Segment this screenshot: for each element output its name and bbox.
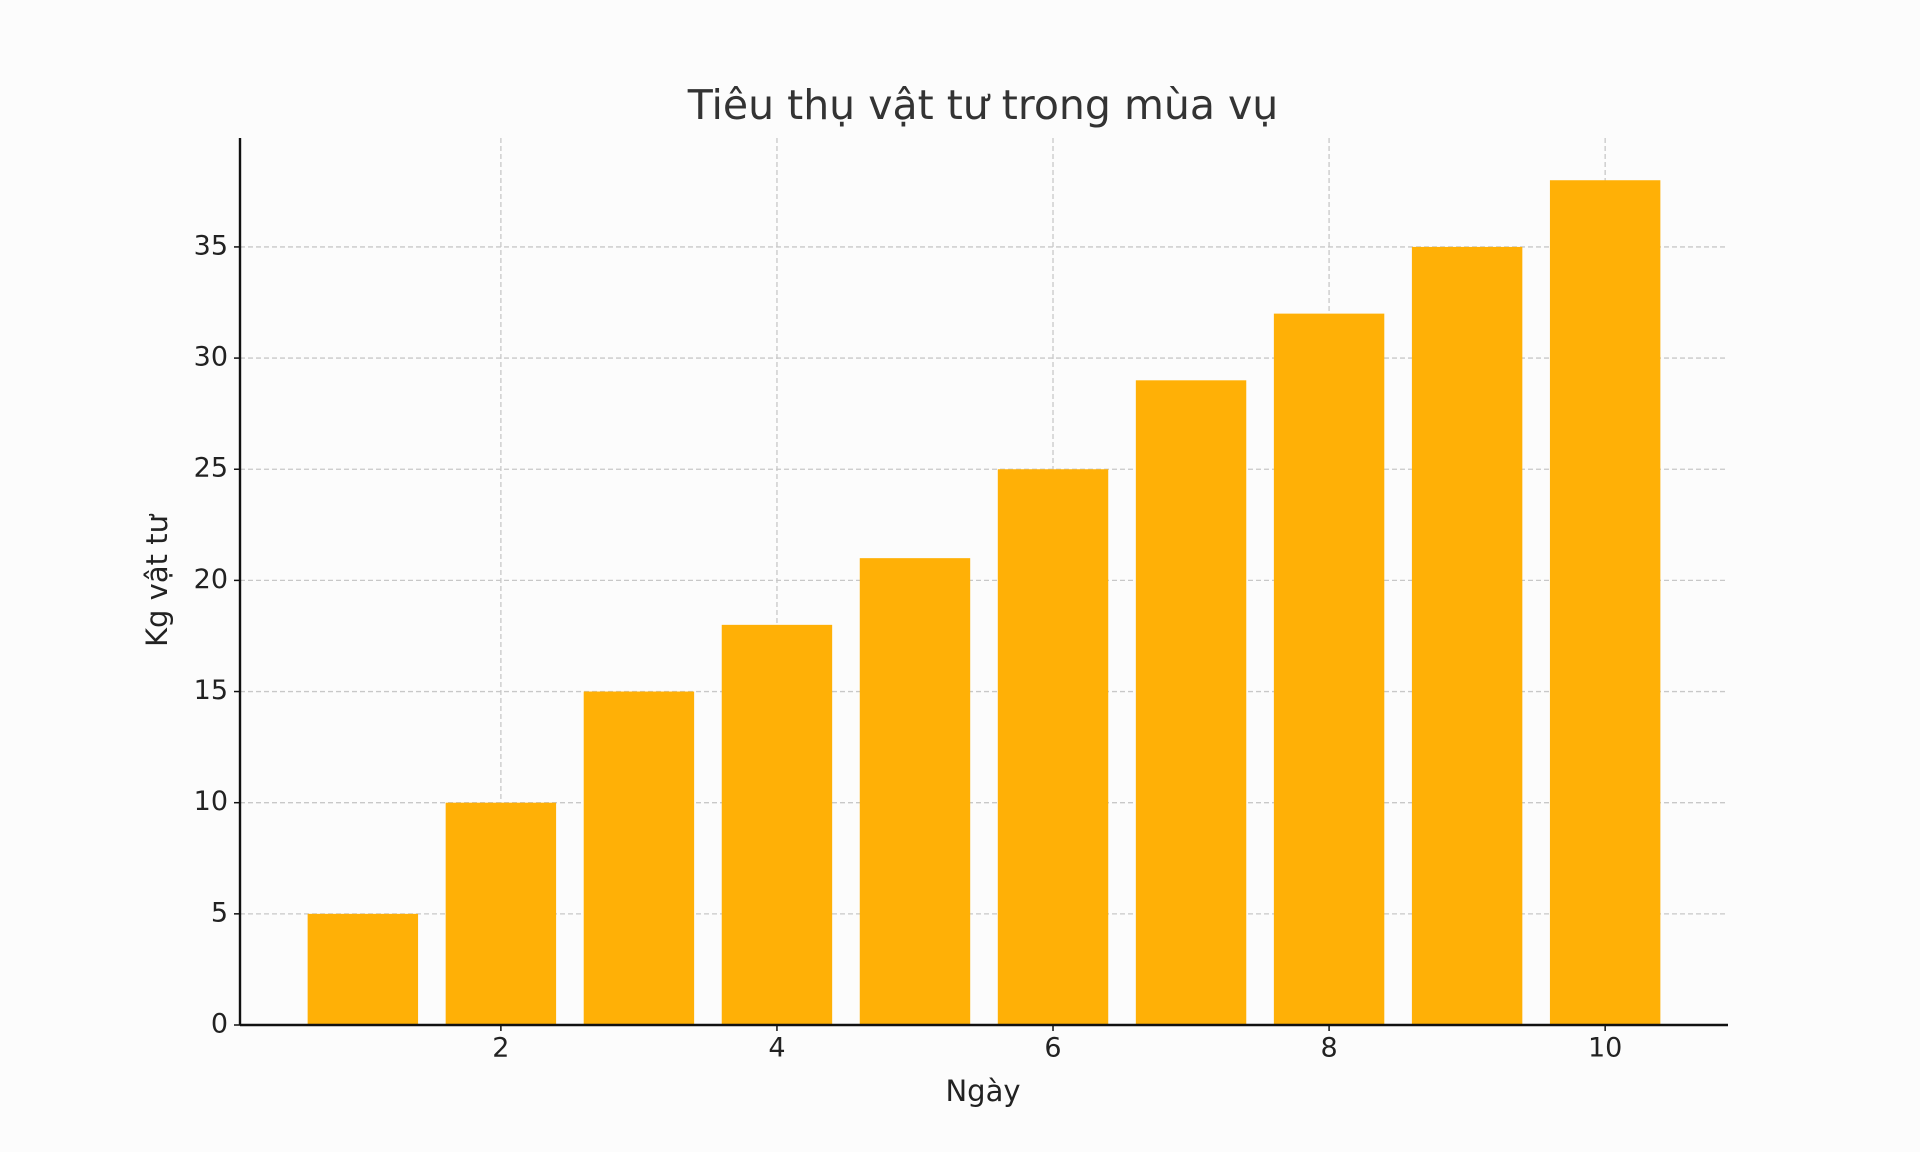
y-tick-label: 15	[194, 675, 228, 706]
bar	[307, 913, 419, 1025]
bar	[583, 691, 695, 1025]
y-tick-label: 5	[211, 897, 228, 928]
bar	[1135, 380, 1247, 1025]
y-tick-label: 35	[194, 230, 228, 261]
bar	[1273, 313, 1385, 1025]
bar	[997, 469, 1109, 1025]
chart-title: Tiêu thụ vật tư trong mùa vụ	[687, 81, 1279, 129]
x-axis-label: Ngày	[945, 1074, 1020, 1108]
y-axis-label: Kg vật tư	[140, 513, 174, 647]
bar	[1549, 180, 1661, 1025]
x-tick-label: 2	[492, 1033, 509, 1064]
y-tick-label: 25	[194, 453, 228, 484]
x-tick-label: 10	[1588, 1033, 1622, 1064]
y-tick-label: 0	[211, 1009, 228, 1040]
x-tick-label: 8	[1320, 1033, 1337, 1064]
y-tick-label: 10	[194, 786, 228, 817]
bar	[721, 624, 833, 1025]
y-tick-label: 20	[194, 564, 228, 595]
bar	[445, 802, 557, 1025]
x-tick-label: 4	[768, 1033, 785, 1064]
bar	[859, 558, 971, 1025]
bar	[1411, 246, 1523, 1026]
y-tick-label: 30	[194, 342, 228, 373]
x-tick-label: 6	[1044, 1033, 1061, 1064]
